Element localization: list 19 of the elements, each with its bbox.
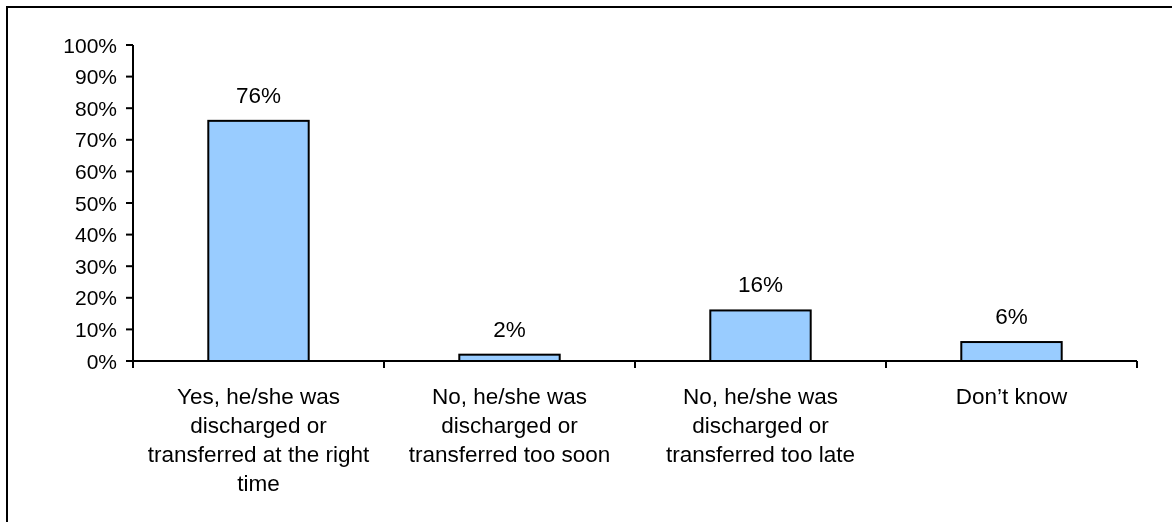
x-tick-label: No, he/she was discharged or transferred too late — [666, 384, 855, 467]
x-tick-label: Yes, he/she was discharged or transferred at the right time — [147, 384, 370, 496]
y-tick-label: 50% — [74, 191, 117, 215]
y-tick-label: 30% — [74, 254, 117, 278]
y-tick-label: 20% — [74, 286, 117, 310]
y-tick-label: 80% — [74, 96, 117, 120]
y-tick-label: 90% — [74, 65, 117, 89]
y-tick-label: 0% — [86, 349, 117, 373]
y-tick-label: 70% — [74, 128, 117, 152]
x-tick-label: No, he/she was discharged or transferred too soon — [408, 384, 611, 467]
data-label: 2% — [493, 316, 526, 342]
data-label: 6% — [995, 304, 1028, 330]
data-label: 16% — [737, 272, 784, 298]
y-tick-label: 10% — [74, 317, 117, 341]
y-tick-label: 100% — [63, 33, 117, 57]
data-label: 76% — [235, 82, 282, 108]
y-tick-label: 40% — [74, 223, 117, 247]
x-tick-label: Don’t know — [955, 384, 1068, 409]
y-tick-label: 60% — [74, 159, 117, 183]
